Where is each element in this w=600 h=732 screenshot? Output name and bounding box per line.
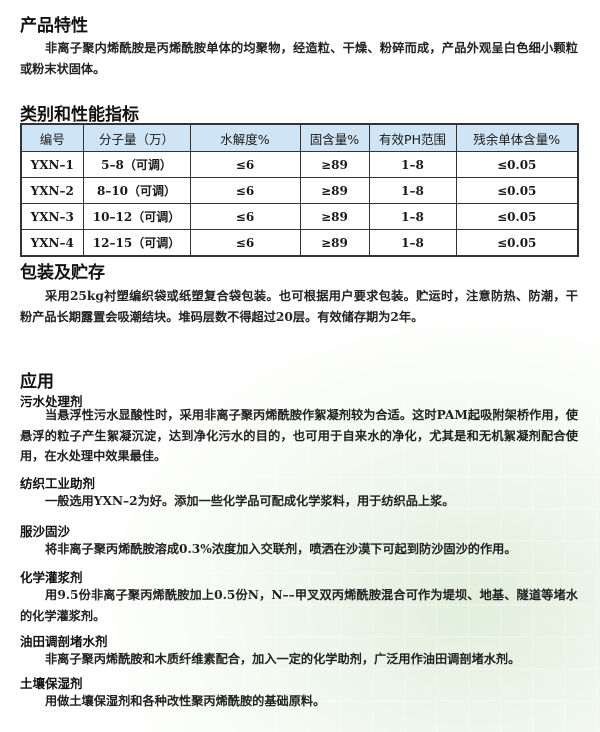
table-cell: 1–8 xyxy=(368,177,457,204)
app-title: 纺织工业助剂 xyxy=(20,476,96,491)
table-cell: ≤6 xyxy=(189,151,301,178)
background-grid-pattern xyxy=(180,380,600,732)
table-cell: 8–10（可调） xyxy=(82,177,191,204)
table-row: YXN–1 5–8（可调） ≤6 ≥89 1–8 ≤0.05 xyxy=(20,151,579,178)
table-header-row: 编号 分子量（万） 水解度% 固含量% 有效PH范围 残余单体含量% xyxy=(20,123,579,152)
table-cell: YXN–2 xyxy=(20,177,84,204)
table-cell: ≤6 xyxy=(189,203,301,230)
app-title: 化学灌浆剂 xyxy=(20,570,83,585)
app-text: 用做土壤保湿剂和各种改性聚丙烯酰胺的基础原料。 xyxy=(45,694,326,708)
features-title: 产品特性 xyxy=(20,16,88,36)
app-title: 服沙固沙 xyxy=(20,524,71,539)
table-cell: ≥89 xyxy=(299,151,370,178)
table-cell: ≥89 xyxy=(299,177,370,204)
applications-title: 应用 xyxy=(20,372,54,392)
table-cell: YXN–1 xyxy=(20,151,84,178)
packaging-text: 采用25kg衬塑编织袋或纸塑复合袋包装。也可根据用户要求包装。贮运时，注意防热、… xyxy=(20,289,578,324)
header-cell: 残余单体含量% xyxy=(455,123,579,152)
table-cell: ≤6 xyxy=(189,229,301,257)
app-text: 用9.5份非离子聚丙烯酰胺加上0.5份N，N––甲叉双丙烯酰胺混合可作为堤坝、地… xyxy=(20,588,578,623)
app-title: 污水处理剂 xyxy=(20,394,83,409)
table-row: YXN–3 10–12（可调） ≤6 ≥89 1–8 ≤0.05 xyxy=(20,203,579,230)
header-cell: 水解度% xyxy=(189,123,301,152)
app-text: 非离子聚丙烯酰胺和木质纤维素配合，加入一定的化学助剂，广泛用作油田调剖堵水剂。 xyxy=(45,652,521,666)
table-cell: ≤6 xyxy=(189,177,301,204)
table-cell: ≤0.05 xyxy=(455,203,579,230)
packaging-title: 包装及贮存 xyxy=(20,263,105,283)
table-row: YXN–2 8–10（可调） ≤6 ≥89 1–8 ≤0.05 xyxy=(20,177,579,204)
app-title: 油田调剖堵水剂 xyxy=(20,634,108,649)
table-cell: 1–8 xyxy=(368,229,457,257)
table-cell: 10–12（可调） xyxy=(82,203,191,230)
app-title: 土壤保湿剂 xyxy=(20,676,83,691)
table-cell: ≤0.05 xyxy=(455,177,579,204)
app-text: 将非离子聚丙烯酰胺溶成0.3%浓度加入交联剂，喷洒在沙漠下可起到防沙固沙的作用。 xyxy=(45,542,517,556)
header-cell: 有效PH范围 xyxy=(368,123,457,152)
background-glow xyxy=(80,300,600,732)
table-cell: YXN–3 xyxy=(20,203,84,230)
specs-table: 编号 分子量（万） 水解度% 固含量% 有效PH范围 残余单体含量% YXN–1… xyxy=(20,123,579,257)
table-cell: 1–8 xyxy=(368,203,457,230)
table-cell: ≥89 xyxy=(299,203,370,230)
app-text: 当悬浮性污水显酸性时，采用非离子聚丙烯酰胺作絮凝剂较为合适。这时PAM起吸附架桥… xyxy=(20,408,578,463)
table-row: YXN–4 12–15（可调） ≤6 ≥89 1–8 ≤0.05 xyxy=(20,229,579,257)
table-cell: 12–15（可调） xyxy=(82,229,191,257)
header-cell: 编号 xyxy=(20,123,84,152)
header-cell: 固含量% xyxy=(299,123,370,152)
table-cell: ≤0.05 xyxy=(455,151,579,178)
table-cell: ≤0.05 xyxy=(455,229,579,257)
header-cell: 分子量（万） xyxy=(82,123,191,152)
table-cell: ≥89 xyxy=(299,229,370,257)
features-text: 非离子聚内烯酰胺是丙烯酰胺单体的均聚物，经造粒、干燥、粉碎而成，产品外观呈白色细… xyxy=(20,41,578,76)
app-text: 一般选用YXN–2为好。添加一些化学品可配成化学浆料，用于纺织品上浆。 xyxy=(45,494,455,508)
table-cell: 5–8（可调） xyxy=(82,151,191,178)
specs-title: 类别和性能指标 xyxy=(20,105,139,125)
table-cell: YXN–4 xyxy=(20,229,84,257)
table-cell: 1–8 xyxy=(368,151,457,178)
